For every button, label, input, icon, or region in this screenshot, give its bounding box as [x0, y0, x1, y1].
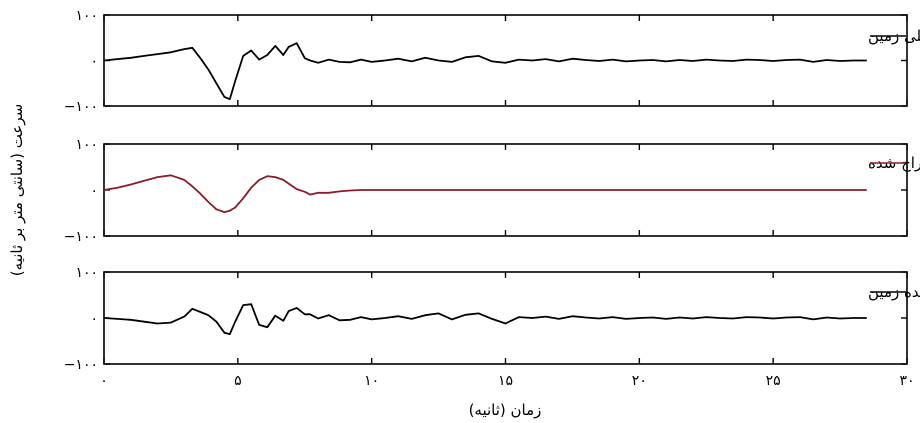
panel-1: −۱۰۰ ۰ ۱۰۰ حرکت اصلی زمین	[64, 8, 920, 115]
panel-3-y-tick-label: ۱۰۰	[75, 265, 98, 281]
x-axis-label: زمان (ثانیه)	[469, 401, 542, 419]
x-tick-label: ۱۰	[364, 373, 379, 389]
x-tick-label: ۳۰	[899, 373, 914, 389]
panel-2: −۱۰۰ ۰ ۱۰۰ ضربان استخراج شده	[64, 137, 920, 245]
panel-2-series-line	[103, 174, 867, 214]
panel-1-series	[103, 42, 867, 101]
panel-3-y-tick-label: −۱۰۰	[64, 357, 98, 373]
panel-3-series	[103, 303, 867, 336]
panel-2-series	[103, 174, 867, 214]
panel-2-y-ticks: −۱۰۰ ۰ ۱۰۰	[64, 137, 907, 245]
panel-1-legend: حرکت اصلی زمین	[868, 27, 920, 45]
x-tick-label: ۵	[234, 373, 242, 389]
panel-2-y-tick-label: ۱۰۰	[75, 137, 98, 153]
x-tick-label: ۲۰	[632, 373, 647, 389]
x-tick-label: ۰	[100, 373, 108, 389]
panel-3: −۱۰۰ ۰ ۱۰۰ حرکت باقیمانده زمین	[64, 265, 920, 373]
panel-3-legend: حرکت باقیمانده زمین	[868, 283, 920, 301]
x-axis-ticks: ۰ ۵ ۱۰ ۱۵ ۲۰ ۲۵ ۳۰	[100, 15, 915, 389]
panel-2-y-tick-label: −۱۰۰	[64, 229, 98, 245]
panel-1-y-tick-label: ۰	[90, 54, 98, 70]
panel-3-y-tick-label: ۰	[90, 311, 98, 327]
panel-2-y-tick-label: ۰	[90, 183, 98, 199]
panel-1-y-ticks: −۱۰۰ ۰ ۱۰۰	[64, 8, 907, 115]
x-tick-label: ۱۵	[498, 373, 513, 389]
panel-1-series-line	[103, 42, 867, 101]
panel-1-y-tick-label: ۱۰۰	[75, 8, 98, 24]
panel-1-y-tick-label: −۱۰۰	[64, 99, 98, 115]
panel-3-y-ticks: −۱۰۰ ۰ ۱۰۰	[64, 265, 907, 373]
panel-2-legend: ضربان استخراج شده	[868, 154, 920, 173]
x-tick-label: ۲۵	[766, 373, 781, 389]
panel-3-series-line	[103, 303, 867, 336]
y-axis-label: سرعت (سانتی متر بر ثانیه)	[8, 104, 26, 276]
